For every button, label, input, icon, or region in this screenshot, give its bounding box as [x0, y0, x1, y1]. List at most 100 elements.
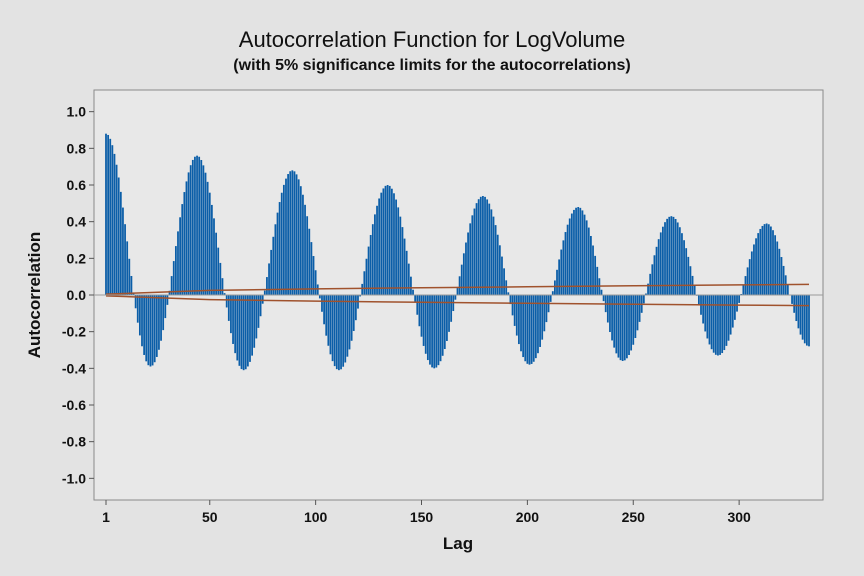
acf-bar [259, 295, 262, 317]
acf-bar [475, 203, 478, 295]
acf-bar [761, 225, 764, 295]
acf-bar [729, 295, 732, 335]
acf-bar [420, 295, 423, 337]
acf-bar [308, 228, 311, 295]
x-axis: 1 50 100 150 200 250 300 [102, 500, 751, 525]
acf-bar [560, 249, 563, 295]
acf-bar [401, 227, 404, 295]
acf-bar [541, 295, 544, 340]
acf-bar [532, 295, 535, 362]
acf-bar [793, 295, 796, 313]
acf-bar [537, 295, 539, 354]
acf-bar [189, 165, 192, 295]
acf-bar [179, 217, 181, 295]
acf-bar [278, 202, 281, 295]
acf-bar [645, 293, 647, 295]
acf-bar [786, 284, 789, 295]
acf-bar [626, 295, 628, 359]
acf-bar [698, 295, 700, 306]
acf-bar [634, 295, 637, 339]
acf-bar [458, 276, 461, 295]
acf-bar [522, 295, 525, 358]
acf-bar [488, 203, 491, 295]
acf-bar [149, 295, 152, 367]
x-axis-title: Lag [443, 534, 473, 553]
acf-bar [295, 174, 298, 295]
acf-bar [289, 171, 292, 295]
acf-bar [717, 295, 719, 356]
acf-bar [418, 295, 421, 327]
acf-bar [780, 257, 783, 295]
acf-bar [380, 192, 383, 295]
acf-bar [630, 295, 633, 351]
y-tick-label: 0.2 [67, 250, 87, 266]
acf-bar [386, 185, 389, 295]
x-tick-label: 50 [202, 509, 218, 525]
acf-bar [791, 295, 793, 304]
acf-bar [748, 259, 751, 295]
acf-bar [126, 241, 129, 295]
acf-bar [348, 295, 351, 350]
acf-bar [515, 295, 518, 336]
acf-bar [297, 179, 300, 295]
acf-bar [678, 227, 681, 295]
acf-bar [693, 285, 696, 295]
acf-bar [706, 295, 709, 339]
acf-bar [145, 295, 148, 362]
acf-bar [346, 295, 349, 357]
acf-bar [147, 295, 150, 366]
acf-bar [221, 278, 224, 295]
acf-bar [549, 295, 552, 302]
acf-bar [755, 238, 757, 295]
y-tick-label: 0.6 [67, 177, 87, 193]
acf-bar [776, 241, 779, 295]
acf-bar [539, 295, 541, 347]
acf-bar [412, 289, 414, 295]
acf-bar [685, 248, 688, 295]
acf-bar [285, 178, 287, 295]
acf-bar [410, 276, 412, 295]
acf-bar [310, 242, 313, 295]
acf-bar [613, 295, 616, 348]
acf-bar [583, 214, 586, 295]
acf-bar [105, 133, 107, 295]
acf-bar [477, 199, 480, 295]
acf-bar [454, 295, 457, 300]
acf-bar [498, 245, 501, 295]
acf-bar [403, 238, 406, 295]
acf-bar [223, 293, 226, 295]
acf-bar [208, 192, 211, 295]
acf-bar [354, 295, 357, 321]
acf-bar [727, 295, 730, 341]
acf-bar [448, 295, 450, 332]
acf-bar [206, 181, 209, 295]
acf-bar [590, 235, 592, 295]
acf-bar [306, 216, 309, 295]
acf-bar [765, 223, 768, 295]
acf-bar [162, 295, 165, 331]
acf-bar [155, 295, 158, 357]
acf-bar [266, 277, 268, 295]
acf-bar [170, 276, 173, 295]
acf-bar [352, 295, 355, 331]
acf-bar [492, 216, 495, 295]
acf-bar [185, 181, 188, 295]
acf-bar [213, 218, 215, 295]
acf-bar [437, 295, 440, 366]
acf-bar [166, 295, 169, 305]
acf-bar [335, 295, 338, 370]
acf-bar [399, 216, 402, 295]
acf-bar [782, 265, 785, 295]
acf-bar [668, 216, 671, 295]
acf-bar [554, 280, 556, 295]
acf-bar [217, 247, 220, 295]
acf-bar [416, 295, 419, 315]
acf-bar [302, 194, 304, 295]
acf-bar [653, 255, 656, 295]
acf-bar [526, 295, 529, 364]
acf-bar [210, 204, 213, 295]
acf-bar [596, 266, 599, 295]
acf-bar [382, 188, 385, 295]
acf-bar [388, 185, 391, 295]
acf-bar [219, 262, 222, 295]
